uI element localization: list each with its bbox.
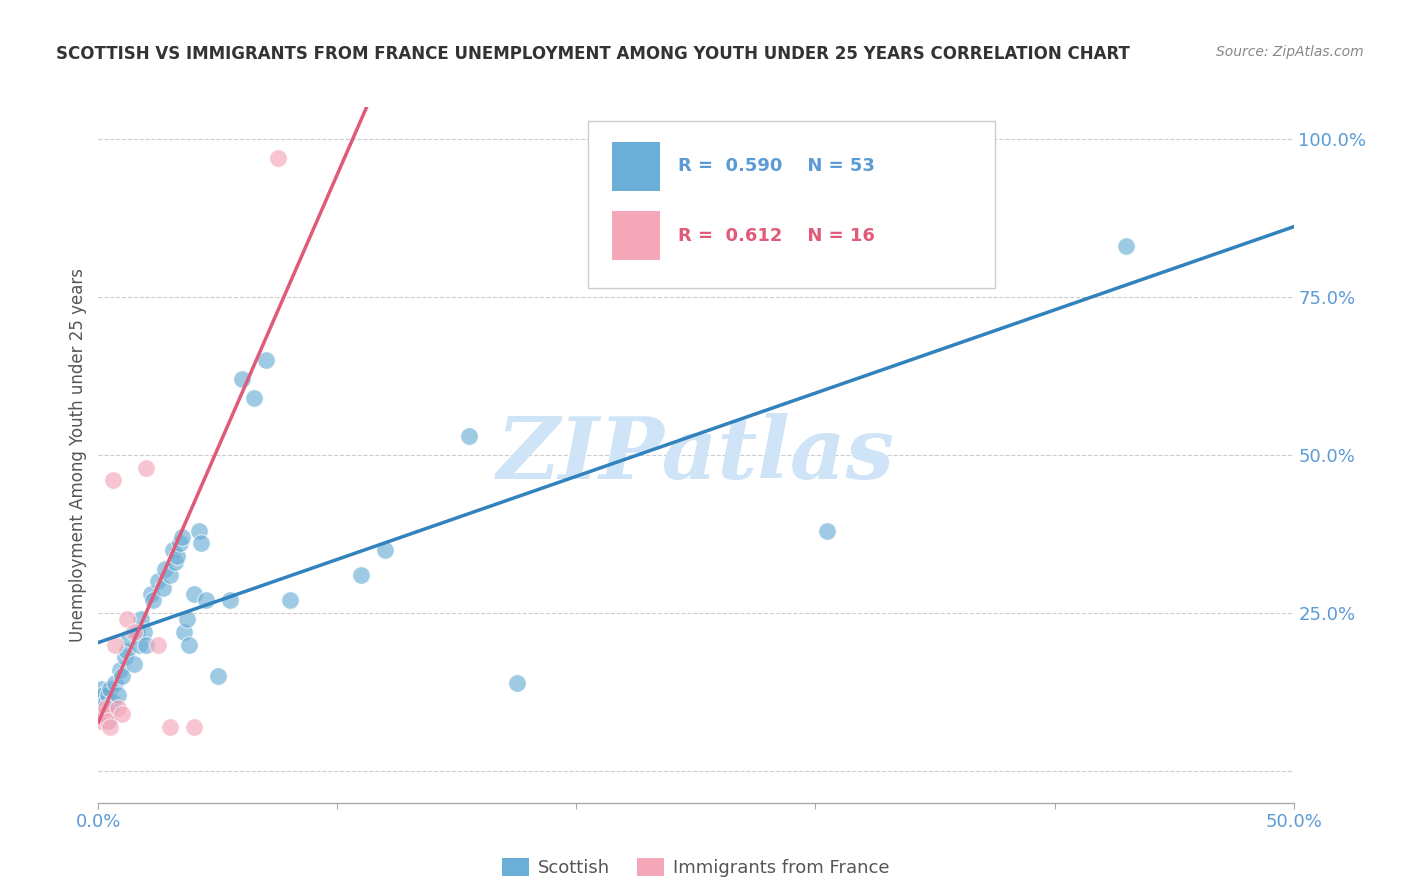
Immigrants from France: [91, 707, 114, 722]
Scottish: [183, 587, 205, 601]
Scottish: [139, 587, 162, 601]
Immigrants from France: [115, 612, 138, 626]
Immigrants from France: [98, 720, 122, 734]
Scottish: [101, 695, 124, 709]
Text: Source: ZipAtlas.com: Source: ZipAtlas.com: [1216, 45, 1364, 59]
Scottish: [172, 530, 194, 544]
Immigrants from France: [104, 638, 127, 652]
Scottish: [190, 536, 212, 550]
Scottish: [114, 650, 136, 665]
Scottish: [135, 638, 157, 652]
Scottish: [97, 688, 120, 702]
Scottish: [142, 593, 165, 607]
Scottish: [90, 681, 112, 696]
Y-axis label: Unemployment Among Youth under 25 years: Unemployment Among Youth under 25 years: [69, 268, 87, 642]
Scottish: [94, 695, 117, 709]
Scottish: [1115, 239, 1137, 253]
Scottish: [176, 612, 198, 626]
Scottish: [166, 549, 188, 563]
Scottish: [108, 663, 131, 677]
Scottish: [278, 593, 301, 607]
Scottish: [98, 701, 122, 715]
Scottish: [125, 625, 148, 640]
Scottish: [195, 593, 218, 607]
Scottish: [159, 568, 181, 582]
Scottish: [243, 391, 266, 405]
Scottish: [162, 542, 184, 557]
Immigrants from France: [90, 714, 112, 728]
Scottish: [91, 688, 114, 702]
Legend: Scottish, Immigrants from France: Scottish, Immigrants from France: [495, 850, 897, 884]
Scottish: [128, 638, 150, 652]
Scottish: [94, 707, 117, 722]
Scottish: [148, 574, 170, 589]
Scottish: [131, 612, 153, 626]
Scottish: [155, 562, 177, 576]
Scottish: [163, 556, 186, 570]
FancyBboxPatch shape: [613, 142, 661, 191]
Immigrants from France: [107, 701, 129, 715]
Scottish: [350, 568, 373, 582]
FancyBboxPatch shape: [613, 211, 661, 260]
Scottish: [207, 669, 229, 683]
Scottish: [152, 581, 174, 595]
Scottish: [374, 542, 396, 557]
Scottish: [231, 372, 253, 386]
Text: ZIPatlas: ZIPatlas: [496, 413, 896, 497]
Scottish: [179, 638, 201, 652]
Scottish: [254, 353, 277, 368]
Scottish: [219, 593, 242, 607]
Scottish: [187, 524, 209, 538]
Scottish: [132, 625, 155, 640]
Immigrants from France: [94, 701, 117, 715]
Text: R =  0.590    N = 53: R = 0.590 N = 53: [678, 157, 875, 175]
Scottish: [104, 675, 127, 690]
Scottish: [815, 524, 838, 538]
Scottish: [98, 681, 122, 696]
Scottish: [91, 701, 114, 715]
Text: SCOTTISH VS IMMIGRANTS FROM FRANCE UNEMPLOYMENT AMONG YOUTH UNDER 25 YEARS CORRE: SCOTTISH VS IMMIGRANTS FROM FRANCE UNEMP…: [56, 45, 1130, 62]
Immigrants from France: [124, 625, 146, 640]
Immigrants from France: [267, 151, 290, 165]
Scottish: [124, 657, 146, 671]
Scottish: [107, 688, 129, 702]
Text: R =  0.612    N = 16: R = 0.612 N = 16: [678, 227, 875, 244]
Immigrants from France: [159, 720, 181, 734]
FancyBboxPatch shape: [589, 121, 995, 288]
Scottish: [111, 669, 134, 683]
Immigrants from France: [101, 473, 124, 487]
Immigrants from France: [183, 720, 205, 734]
Scottish: [169, 536, 191, 550]
Scottish: [118, 632, 141, 646]
Scottish: [97, 714, 120, 728]
Scottish: [173, 625, 195, 640]
Immigrants from France: [97, 714, 120, 728]
Immigrants from France: [111, 707, 134, 722]
Scottish: [458, 429, 481, 443]
Scottish: [506, 675, 529, 690]
Scottish: [115, 644, 138, 658]
Immigrants from France: [135, 460, 157, 475]
Immigrants from France: [148, 638, 170, 652]
